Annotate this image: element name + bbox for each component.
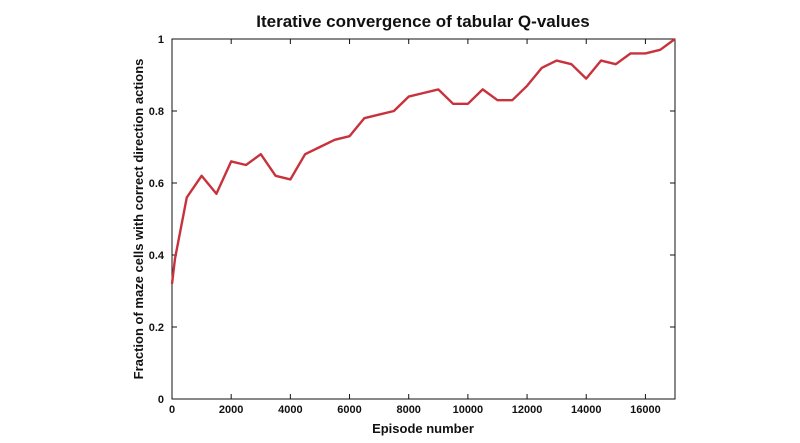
x-tick-label: 4000 — [278, 404, 302, 416]
x-tick-label: 6000 — [337, 404, 361, 416]
y-tick-label: 1 — [158, 34, 164, 46]
y-tick-label: 0.4 — [149, 250, 165, 262]
x-tick-label: 14000 — [571, 404, 602, 416]
x-tick-label: 12000 — [512, 404, 543, 416]
x-tick-label: 2000 — [219, 404, 243, 416]
y-tick-label: 0.6 — [149, 178, 164, 190]
y-axis-ticks: 0 0.2 0.4 0.6 0.8 1 — [149, 34, 675, 406]
y-tick-label: 0.2 — [149, 322, 164, 334]
y-axis-label: Fraction of maze cells with correct dire… — [131, 59, 146, 380]
y-tick-label: 0.8 — [149, 106, 164, 118]
plot-frame — [171, 38, 676, 400]
x-tick-label: 10000 — [453, 404, 484, 416]
y-tick-label: 0 — [158, 394, 164, 406]
x-tick-label: 0 — [169, 404, 175, 416]
x-axis-ticks: 0 2000 4000 6000 8000 10000 12000 14000 16000 — [169, 39, 661, 416]
data-lines — [170, 38, 676, 284]
x-tick-label: 8000 — [396, 404, 420, 416]
chart-title: Iterative convergence of tabular Q-value… — [256, 12, 590, 31]
x-axis-label: Episode number — [372, 421, 474, 436]
series-line — [170, 38, 676, 284]
x-tick-label: 16000 — [630, 404, 661, 416]
